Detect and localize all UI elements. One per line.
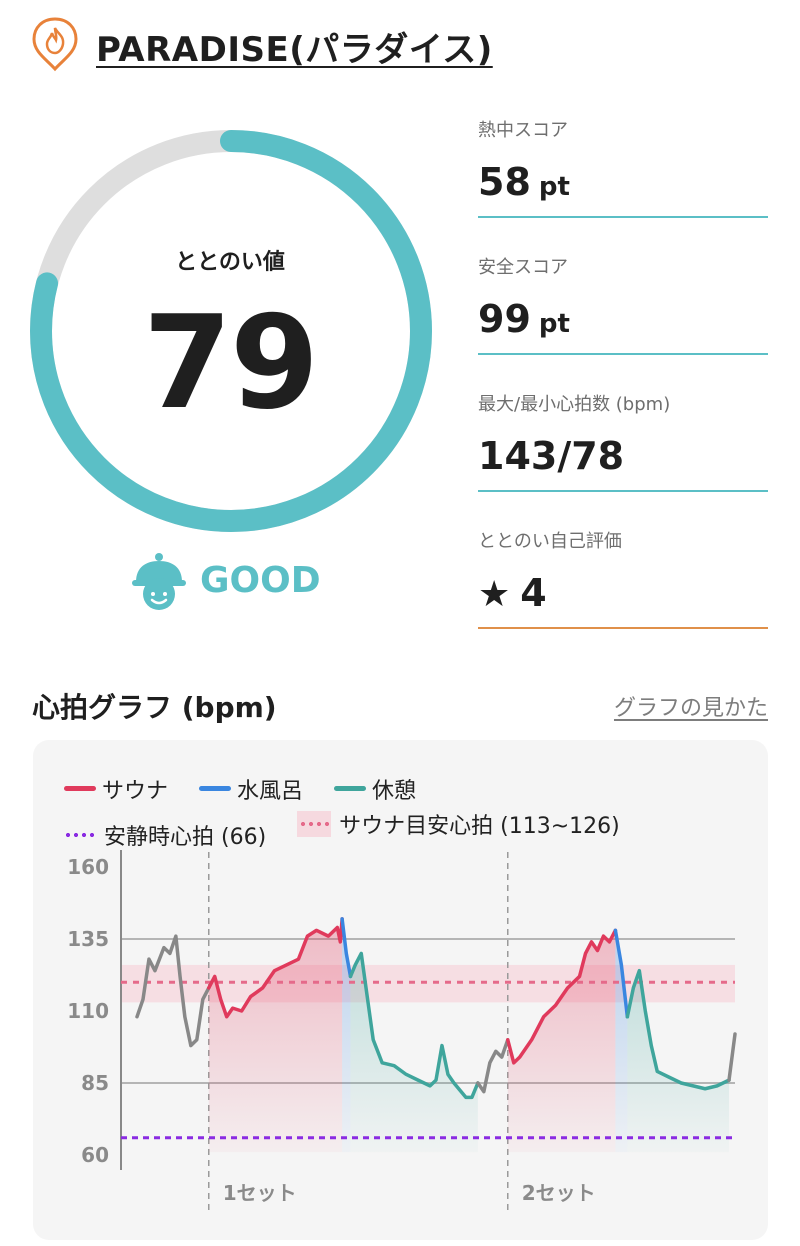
graph-title: 心拍グラフ (bpm) [32,691,277,724]
set-label: 1セット [223,1181,297,1205]
sauna-line [506,928,618,1065]
legend-target-hr: サウナ目安心拍 (113~126) [297,808,620,840]
legend-resting-hr: 安静時心拍 (66) [64,819,266,851]
resting-swatch [64,833,96,837]
other-line [476,1038,510,1094]
safety-score: 安全スコア 99 pt [478,255,768,355]
rest-line [348,951,480,1100]
rest-swatch [334,786,367,791]
sauna-area [208,918,343,1153]
water-line [340,917,353,979]
legend-row-1: サウナ 水風呂 休憩 [64,772,440,805]
metric-divider [478,627,768,629]
metric-label: 熱中スコア [478,120,568,141]
water-area [615,930,628,1153]
y-tick-label: 135 [67,927,109,951]
legend-row-2: 安静時心拍 (66) サウナ目安心拍 (113~126) [64,808,644,851]
metric-divider [478,353,768,355]
heart-rate-range: 最大/最小心拍数 (bpm) 143/78 [478,392,768,492]
target-swatch [297,811,332,837]
sauna-area [507,930,616,1153]
status-label: GOOD [200,560,321,601]
metric-value: 143/78 [478,434,625,478]
status-badge: GOOD [132,552,392,614]
star-icon: ★ [478,574,511,615]
graph-help-link[interactable]: グラフの見かた [613,696,768,721]
metric-label: 最大/最小心拍数 (bpm) [478,394,671,415]
flame-pin-icon [32,17,78,72]
metric-value: 99 pt [478,297,570,341]
other-line [727,1032,737,1082]
heart-rate-chart: 1セット 2セット 160 135 110 85 60 [67,850,737,1210]
rest-line [625,968,731,1091]
rest-area [627,970,730,1153]
legend-sauna: サウナ [64,773,168,805]
y-tick-label: 160 [67,855,109,879]
metric-value: 58 pt [478,160,570,204]
metric-value: ★ 4 [478,571,547,615]
self-rating: ととのい自己評価 ★ 4 [478,529,768,629]
score-ring [30,130,432,532]
rest-area [350,953,478,1153]
legend-water: 水風呂 [199,773,303,805]
water-area [342,918,351,1153]
facility-title[interactable]: PARADISE(パラダイス) [96,30,493,70]
heat-score: 熱中スコア 58 pt [478,118,768,218]
water-line [613,928,630,1019]
sauna-line [207,917,344,1019]
set-label: 2セット [522,1181,596,1205]
sauna-swatch [64,786,96,791]
page-header: PARADISE(パラダイス) [30,16,770,72]
metric-divider [478,216,768,218]
metric-label: 安全スコア [478,257,568,278]
other-line [135,934,211,1048]
score-label: ととのい値 [175,250,285,275]
helmet-face-icon [132,553,186,610]
y-tick-label: 60 [81,1143,109,1167]
water-swatch [199,786,232,791]
y-tick-label: 85 [81,1071,109,1095]
ring-progress [30,130,432,532]
legend-rest: 休憩 [334,773,416,805]
y-tick-label: 110 [67,999,109,1023]
metric-divider [478,490,768,492]
metric-label: ととのい自己評価 [478,531,622,552]
score-value: 79 [142,289,319,438]
